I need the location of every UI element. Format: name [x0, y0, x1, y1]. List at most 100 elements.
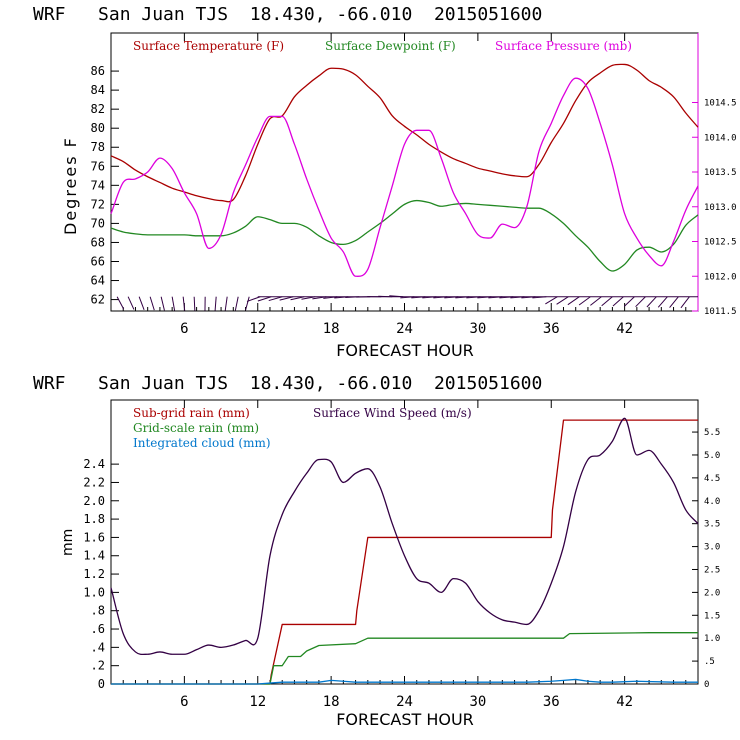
bottom-series-group	[110, 417, 699, 685]
wind-barb	[680, 296, 690, 309]
y2-tick-label: 5.0	[704, 451, 720, 461]
wind-barb	[149, 296, 155, 311]
wind-barb	[224, 296, 228, 311]
y2-tick-label: 1.5	[704, 611, 720, 621]
y2-tick-label: 2.0	[704, 588, 720, 598]
top-panel: WRF San Juan TJS 18.430, -66.010 2015051…	[33, 4, 737, 360]
top-wind-barbs	[116, 295, 698, 311]
y2-tick-label: 0	[704, 680, 709, 690]
bottom-legend-wind: Surface Wind Speed (m/s)	[313, 406, 472, 420]
series-line-2	[110, 199, 699, 272]
top-x-axis-label: FORECAST HOUR	[336, 341, 474, 360]
wind-barb	[290, 296, 305, 301]
x-tick-label: 18	[323, 694, 340, 710]
y-tick-label: 1.8	[83, 512, 105, 526]
series-line-1	[111, 419, 698, 685]
y2-tick-label: 2.5	[704, 565, 720, 575]
wind-barb	[623, 296, 635, 307]
y2-tick-label: 4.5	[704, 474, 720, 484]
y2-tick-label: 1014.5	[704, 99, 737, 109]
y2-tick-label: 1012.0	[704, 272, 737, 282]
y-tick-label: 78	[91, 140, 105, 154]
y-tick-label: 66	[91, 254, 105, 268]
wind-barb	[646, 296, 657, 308]
y2-tick-label: 1013.0	[704, 203, 737, 213]
wind-barb	[245, 296, 250, 311]
bottom-y-axis-ticks: 0 .2 .4 .6 .8 1.0 1.2 1.4 1.6 1.8 2.0 2.2 2.4	[83, 457, 119, 691]
wind-barb	[669, 296, 679, 308]
y-tick-label: 86	[91, 64, 105, 78]
wind-barb	[635, 296, 646, 308]
y-tick-label: 2.2	[83, 475, 105, 489]
bottom-panel: WRF San Juan TJS 18.430, -66.010 2015051…	[33, 373, 720, 729]
x-tick-label: 36	[543, 694, 560, 710]
series-line-1	[110, 63, 699, 203]
wind-barb	[234, 296, 239, 311]
y2-tick-label: 1012.5	[704, 238, 737, 248]
top-y2-axis-ticks: 1011.5 1012.0 1012.5 1013.0 1013.5 1014.0 1014…	[692, 99, 737, 317]
x-tick-label: 42	[616, 694, 633, 710]
y-tick-label: 1.6	[83, 530, 105, 544]
y2-tick-label: 1013.5	[704, 168, 737, 178]
wind-barb	[601, 296, 613, 307]
top-series-group	[110, 63, 699, 277]
top-y-axis-ticks: 62 64 66 68 70 72 74 76 78 80 82 84 86	[91, 64, 119, 307]
y2-tick-label: .5	[704, 657, 715, 667]
x-tick-label: 30	[469, 694, 486, 710]
x-tick-label: 12	[249, 321, 266, 337]
wind-barb	[590, 296, 602, 306]
series-line-4	[110, 417, 699, 656]
y-tick-label: .6	[91, 622, 105, 636]
y-tick-label: 82	[91, 102, 105, 116]
series-line-3	[111, 678, 698, 685]
series-line-2	[111, 632, 698, 685]
y-tick-label: .2	[91, 659, 105, 673]
y-tick-label: 70	[91, 216, 105, 230]
top-legend-temperature: Surface Temperature (F)	[133, 39, 284, 53]
x-tick-label: 12	[249, 694, 266, 710]
wind-barb	[116, 296, 125, 310]
bottom-y-axis-label: mm	[60, 529, 76, 556]
wind-barb	[246, 296, 261, 302]
x-tick-label: 18	[323, 321, 340, 337]
bottom-y2-axis-ticks: 0 .5 1.0 1.5 2.0 2.5 3.0 3.5 4.0 4.5 5.0 5.5	[692, 428, 720, 690]
y2-tick-label: 1014.0	[704, 133, 737, 143]
y-tick-label: 72	[91, 197, 105, 211]
top-y-axis-label: Degrees F	[61, 136, 80, 235]
y-tick-label: .4	[91, 640, 105, 654]
bottom-title: WRF San Juan TJS 18.430, -66.010 2015051…	[33, 373, 542, 394]
y-tick-label: 1.4	[83, 549, 105, 563]
y-tick-label: 2.4	[83, 457, 105, 471]
y-tick-label: .8	[91, 604, 105, 618]
wind-barb	[556, 296, 569, 305]
series-line-3	[110, 77, 699, 277]
top-plot-frame	[110, 32, 699, 312]
y-tick-label: 62	[91, 293, 105, 307]
y-tick-label: 0	[98, 677, 105, 691]
y2-tick-label: 1011.5	[704, 307, 737, 317]
y2-tick-label: 3.5	[704, 520, 720, 530]
bottom-legend-cloud: Integrated cloud (mm)	[133, 436, 271, 450]
wind-barb	[160, 296, 165, 311]
y2-tick-label: 1.0	[704, 634, 720, 644]
y-tick-label: 1.2	[83, 567, 105, 581]
y-tick-label: 74	[91, 178, 105, 192]
x-tick-label: 42	[616, 321, 633, 337]
y-tick-label: 1.0	[83, 585, 105, 599]
wind-barb	[257, 296, 272, 302]
wind-barb	[214, 296, 217, 311]
top-legend-pressure: Surface Pressure (mb)	[495, 39, 632, 53]
y-tick-label: 2.0	[83, 494, 105, 508]
top-legend-dewpoint: Surface Dewpoint (F)	[325, 39, 456, 53]
y2-tick-label: 5.5	[704, 428, 720, 438]
x-tick-label: 6	[180, 694, 188, 710]
y-tick-label: 84	[91, 83, 105, 97]
wind-barb	[578, 296, 591, 306]
wind-barb	[268, 296, 283, 302]
bottom-x-axis-label: FORECAST HOUR	[336, 710, 474, 729]
top-x-axis-ticks: 6 12 18 24 30 36 42	[122, 33, 687, 337]
wind-barb	[612, 296, 624, 307]
wind-barb	[657, 296, 668, 308]
bottom-legend-gridscale: Grid-scale rain (mm)	[133, 421, 259, 435]
y-tick-label: 80	[91, 121, 105, 135]
